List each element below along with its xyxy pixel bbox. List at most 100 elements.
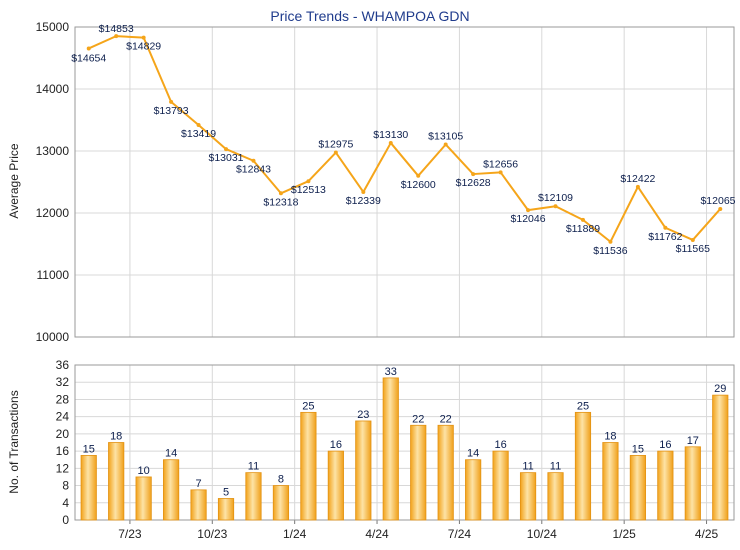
price-point	[196, 123, 201, 128]
transactions-bar-label: 23	[357, 409, 369, 421]
transactions-bar-label: 22	[440, 413, 452, 425]
transactions-y-tick-label: 12	[56, 461, 70, 475]
transactions-y-tick-label: 28	[56, 392, 70, 406]
price-point	[553, 204, 558, 209]
price-point	[526, 208, 531, 213]
price-y-tick-label: 15000	[36, 20, 70, 34]
price-y-axis-title: Average Price	[7, 143, 21, 218]
transactions-bar-label: 16	[494, 439, 506, 451]
transactions-bar-label: 25	[577, 400, 589, 412]
price-data-label: $11536	[593, 245, 627, 257]
price-point	[169, 99, 174, 104]
transactions-y-tick-label: 16	[56, 444, 70, 458]
price-point	[635, 184, 640, 189]
x-tick-label: 7/24	[448, 527, 472, 541]
transactions-bar	[217, 498, 235, 521]
price-plot-frame	[74, 26, 735, 338]
price-data-label: $12600	[401, 179, 436, 191]
transactions-bar-label: 33	[385, 366, 397, 378]
price-y-tick-label: 11000	[37, 268, 70, 282]
price-point	[333, 150, 338, 155]
transactions-bar	[602, 442, 619, 521]
price-point	[114, 34, 119, 39]
transactions-bar-label: 7	[196, 478, 202, 490]
price-data-label: $12046	[511, 213, 546, 225]
price-data-label: $12109	[538, 192, 573, 204]
transactions-bar-label: 14	[165, 448, 177, 460]
price-data-label: $11889	[566, 223, 600, 235]
price-y-tick-label: 14000	[36, 82, 70, 96]
price-data-label: $12339	[346, 195, 381, 207]
transactions-bar-label: 17	[687, 435, 699, 447]
transactions-y-tick-label: 0	[62, 513, 69, 527]
price-y-tick-label: 10000	[36, 330, 70, 344]
x-tick-label: 10/23	[197, 527, 227, 541]
transactions-bar-label: 25	[302, 400, 314, 412]
price-data-label: $11565	[676, 243, 710, 255]
price-point	[388, 140, 393, 145]
price-data-label: $13105	[428, 130, 463, 142]
transactions-bar-label: 22	[412, 413, 424, 425]
transactions-bar-label: 18	[110, 431, 122, 443]
price-point	[251, 158, 256, 163]
price-point	[718, 206, 723, 211]
transactions-y-tick-label: 36	[56, 358, 70, 372]
price-data-label: $12513	[291, 184, 326, 196]
price-data-label: $11762	[648, 231, 682, 243]
transactions-bar	[629, 455, 646, 521]
transactions-bar	[547, 472, 564, 521]
price-point	[580, 217, 585, 222]
x-tick-label: 4/25	[695, 527, 719, 541]
price-y-tick-label: 12000	[36, 206, 70, 220]
transactions-bar	[245, 472, 262, 521]
transactions-bar	[574, 411, 592, 521]
transactions-bar	[712, 394, 729, 521]
transactions-bar	[492, 450, 509, 521]
transactions-bar-label: 5	[223, 486, 229, 498]
price-data-label: $12065	[700, 195, 735, 207]
transactions-y-tick-label: 32	[56, 375, 70, 389]
price-data-label: $12975	[318, 139, 353, 151]
price-y-tick-label: 13000	[36, 144, 70, 158]
price-point	[361, 189, 366, 194]
x-tick-label: 1/25	[612, 527, 636, 541]
transactions-bar	[327, 450, 344, 521]
transactions-bar	[465, 459, 482, 521]
price-data-label: $14853	[99, 23, 134, 35]
transactions-bar-label: 15	[83, 443, 95, 455]
price-point	[306, 179, 311, 184]
price-data-label: $14829	[126, 41, 161, 53]
transactions-bar	[190, 489, 207, 521]
transactions-bar-label: 11	[550, 461, 561, 473]
price-point	[498, 170, 503, 175]
price-data-label: $13031	[208, 152, 243, 164]
x-tick-label: 7/23	[118, 527, 142, 541]
transactions-bar	[272, 485, 290, 521]
price-data-label: $12318	[263, 196, 298, 208]
transactions-y-tick-label: 4	[62, 496, 69, 510]
price-data-label: $14654	[71, 52, 106, 64]
transactions-bar	[355, 420, 372, 521]
price-data-label: $13793	[154, 105, 189, 117]
transactions-bar-label: 11	[522, 461, 533, 473]
price-point	[690, 237, 695, 242]
x-tick-label: 4/24	[365, 527, 389, 541]
transactions-plot-frame	[74, 364, 735, 521]
transactions-y-tick-label: 20	[56, 427, 70, 441]
price-data-label: $12656	[483, 158, 518, 170]
transactions-bar-label: 16	[330, 439, 342, 451]
price-point	[663, 225, 668, 230]
transactions-y-axis-title: No. of Transactions	[7, 390, 21, 493]
transactions-bar	[80, 455, 97, 521]
transactions-bar-label: 8	[278, 474, 284, 486]
price-series-line	[88, 35, 722, 243]
transactions-bar-label: 10	[138, 465, 150, 477]
transactions-bar-label: 14	[467, 448, 479, 460]
transactions-bar	[135, 476, 152, 521]
transactions-y-tick-label: 8	[62, 479, 69, 493]
transactions-bar-label: 15	[632, 443, 644, 455]
chart-title: Price Trends - WHAMPOA GDN	[270, 8, 469, 24]
transactions-bar-panel: 0 4 8 12 16 20 24 28 32 36 7/23 10/23 1/24 4/24 7/24 10…	[56, 358, 735, 541]
transactions-bar	[108, 442, 125, 521]
